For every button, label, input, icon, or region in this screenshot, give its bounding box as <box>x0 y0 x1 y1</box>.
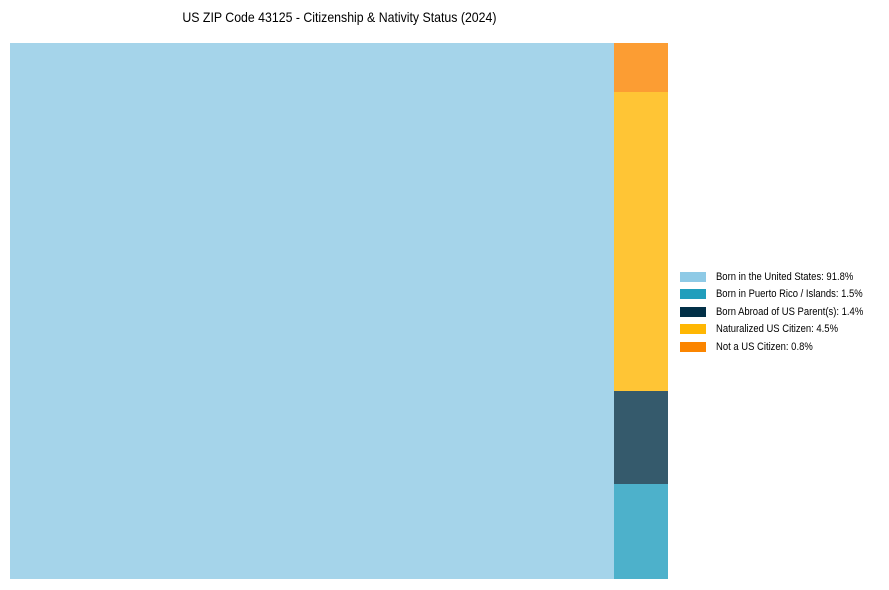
legend-swatch <box>680 324 706 335</box>
legend-label: Naturalized US Citizen: 4.5% <box>716 323 838 336</box>
legend-item: Born in Puerto Rico / Islands: 1.5% <box>680 286 887 304</box>
tile-born-abroad-us-parents <box>614 391 668 484</box>
legend-label: Born in the United States: 91.8% <box>716 270 854 283</box>
legend-label: Born Abroad of US Parent(s): 1.4% <box>716 305 864 318</box>
tile-not-us-citizen <box>614 43 668 92</box>
legend-swatch <box>680 271 706 282</box>
tile-naturalized <box>614 92 668 391</box>
legend-item: Born Abroad of US Parent(s): 1.4% <box>680 303 887 321</box>
legend-swatch <box>680 306 706 317</box>
legend-swatch <box>680 341 706 352</box>
tile-born-in-us <box>10 43 614 579</box>
legend-label: Not a US Citizen: 0.8% <box>716 340 813 353</box>
legend-item: Not a US Citizen: 0.8% <box>680 338 887 356</box>
legend-item: Naturalized US Citizen: 4.5% <box>680 321 887 339</box>
legend: Born in the United States: 91.8% Born in… <box>680 268 887 356</box>
legend-label: Born in Puerto Rico / Islands: 1.5% <box>716 288 863 301</box>
chart-title: US ZIP Code 43125 - Citizenship & Nativi… <box>182 9 497 25</box>
legend-item: Born in the United States: 91.8% <box>680 268 887 286</box>
legend-swatch <box>680 289 706 300</box>
tile-born-puerto-rico <box>614 484 668 579</box>
